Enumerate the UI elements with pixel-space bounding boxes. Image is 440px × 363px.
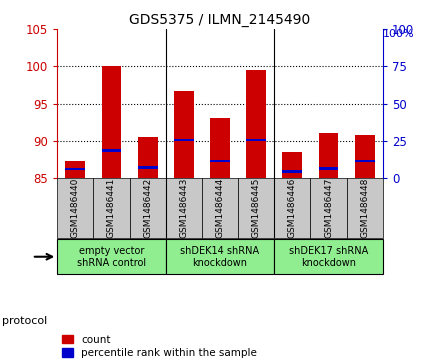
FancyBboxPatch shape bbox=[274, 239, 383, 274]
Bar bbox=[246, 70, 266, 178]
Text: shDEK17 shRNA
knockdown: shDEK17 shRNA knockdown bbox=[289, 246, 368, 268]
FancyBboxPatch shape bbox=[166, 239, 274, 274]
Bar bbox=[66, 161, 85, 178]
FancyBboxPatch shape bbox=[202, 178, 238, 237]
Text: 100%: 100% bbox=[383, 29, 414, 39]
Bar bbox=[210, 160, 230, 162]
Bar bbox=[282, 170, 302, 172]
FancyBboxPatch shape bbox=[129, 178, 166, 237]
Bar bbox=[355, 135, 375, 178]
Text: GSM1486445: GSM1486445 bbox=[252, 178, 260, 238]
Bar bbox=[174, 91, 194, 178]
Text: GSM1486443: GSM1486443 bbox=[180, 178, 188, 238]
Bar bbox=[66, 168, 85, 170]
Bar bbox=[174, 139, 194, 141]
FancyBboxPatch shape bbox=[166, 178, 202, 237]
Text: GSM1486440: GSM1486440 bbox=[71, 178, 80, 238]
FancyBboxPatch shape bbox=[57, 178, 93, 237]
Text: GSM1486446: GSM1486446 bbox=[288, 178, 297, 238]
Bar bbox=[282, 152, 302, 178]
Text: GSM1486448: GSM1486448 bbox=[360, 178, 369, 238]
FancyBboxPatch shape bbox=[238, 178, 274, 237]
Title: GDS5375 / ILMN_2145490: GDS5375 / ILMN_2145490 bbox=[129, 13, 311, 26]
Text: shDEK14 shRNA
knockdown: shDEK14 shRNA knockdown bbox=[180, 246, 260, 268]
Bar bbox=[319, 167, 338, 170]
FancyBboxPatch shape bbox=[93, 178, 129, 237]
Text: GSM1486447: GSM1486447 bbox=[324, 178, 333, 238]
FancyBboxPatch shape bbox=[347, 178, 383, 237]
Bar bbox=[246, 139, 266, 141]
FancyBboxPatch shape bbox=[274, 178, 311, 237]
Text: GSM1486444: GSM1486444 bbox=[216, 178, 224, 238]
Bar bbox=[102, 66, 121, 178]
FancyBboxPatch shape bbox=[311, 178, 347, 237]
Bar bbox=[319, 133, 338, 178]
Text: empty vector
shRNA control: empty vector shRNA control bbox=[77, 246, 146, 268]
Legend: count, percentile rank within the sample: count, percentile rank within the sample bbox=[62, 335, 257, 358]
Bar bbox=[138, 137, 158, 178]
Text: GSM1486442: GSM1486442 bbox=[143, 178, 152, 238]
Bar bbox=[138, 166, 158, 169]
Bar bbox=[102, 149, 121, 152]
Bar bbox=[210, 118, 230, 178]
FancyBboxPatch shape bbox=[57, 239, 166, 274]
Bar bbox=[355, 160, 375, 162]
Text: GSM1486441: GSM1486441 bbox=[107, 178, 116, 238]
Text: protocol: protocol bbox=[2, 316, 48, 326]
